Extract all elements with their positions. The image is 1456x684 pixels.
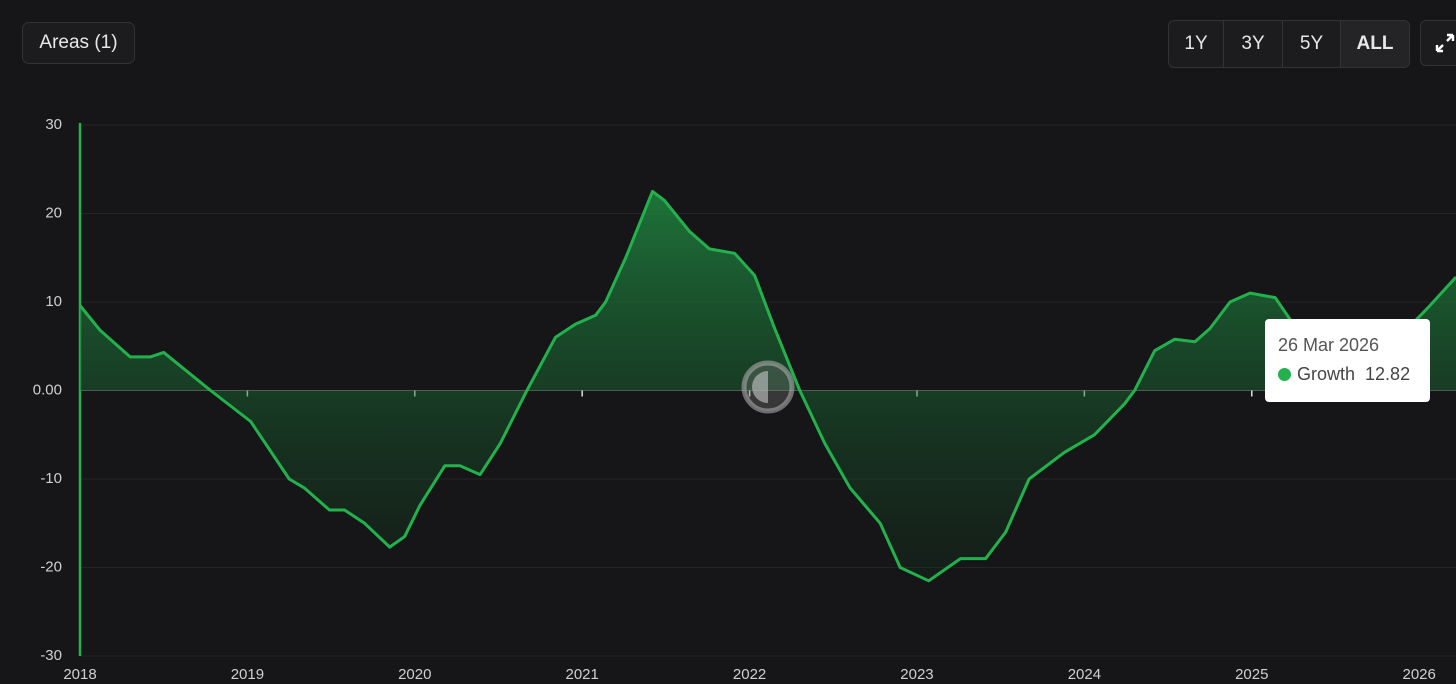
line (78, 189, 1456, 583)
y-tick-label: -30 (40, 647, 62, 664)
range-button[interactable]: 5Y (1283, 21, 1341, 67)
y-tick-label: 10 (45, 293, 62, 310)
y-tick-label: 30 (45, 116, 62, 133)
range-button[interactable]: 1Y (1169, 21, 1224, 67)
x-tick-label: 2020 (398, 666, 431, 683)
y-tick-label: -20 (40, 558, 62, 575)
y-tick-label: -10 (40, 470, 62, 487)
x-tick-label: 2021 (566, 666, 599, 683)
y-tick-label: 0.00 (33, 381, 62, 398)
loading-indicator-half (752, 371, 768, 403)
x-tick-label: 2018 (63, 666, 96, 683)
tooltip-dot (1278, 368, 1291, 381)
expand-button[interactable] (1420, 20, 1456, 66)
x-tick-label: 2026 (1402, 666, 1435, 683)
range-button[interactable]: ALL (1341, 21, 1409, 67)
tooltip-date: 26 Mar 2026 (1278, 335, 1380, 355)
tooltip: 26 Mar 2026 Growth 12.82 (1265, 319, 1430, 402)
range-selector: 1Y 3Y 5Y ALL (1168, 20, 1410, 68)
tooltip-value: 12.82 (1365, 364, 1411, 384)
y-tick-label: 20 (45, 204, 62, 221)
tooltip-series: Growth (1297, 364, 1356, 384)
x-tick-label: 2025 (1235, 666, 1268, 683)
range-button[interactable]: 3Y (1224, 21, 1283, 67)
areas-button[interactable]: Areas (1) (22, 22, 135, 64)
x-tick-label: 2023 (900, 666, 933, 683)
x-tick-label: 2022 (733, 666, 766, 683)
x-tick-label: 2019 (231, 666, 264, 683)
expand-icon (1435, 33, 1455, 53)
x-tick-label: 2024 (1068, 666, 1101, 683)
tooltip-row: Growth 12.82 (1278, 364, 1417, 385)
